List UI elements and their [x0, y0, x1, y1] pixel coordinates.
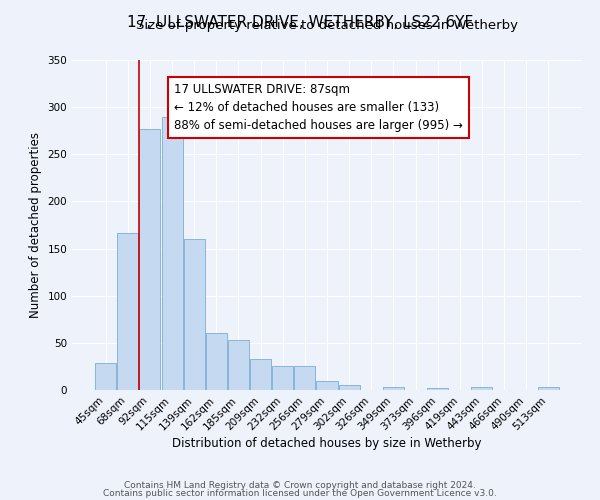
Bar: [139, 129, 160, 390]
Bar: [118, 232, 139, 390]
Bar: [228, 340, 249, 390]
Bar: [184, 239, 205, 390]
Bar: [250, 359, 271, 390]
Y-axis label: Number of detached properties: Number of detached properties: [29, 132, 42, 318]
Text: Contains public sector information licensed under the Open Government Licence v3: Contains public sector information licen…: [103, 488, 497, 498]
Bar: [427, 388, 448, 390]
Bar: [338, 386, 359, 390]
X-axis label: Distribution of detached houses by size in Wetherby: Distribution of detached houses by size …: [172, 438, 482, 450]
Bar: [472, 387, 493, 390]
Bar: [161, 116, 182, 390]
Title: Size of property relative to detached houses in Wetherby: Size of property relative to detached ho…: [136, 20, 518, 32]
Text: Contains HM Land Registry data © Crown copyright and database right 2024.: Contains HM Land Registry data © Crown c…: [124, 481, 476, 490]
Bar: [316, 380, 338, 390]
Bar: [95, 362, 116, 390]
Bar: [295, 366, 316, 390]
Text: 17, ULLSWATER DRIVE, WETHERBY, LS22 6YF: 17, ULLSWATER DRIVE, WETHERBY, LS22 6YF: [127, 15, 473, 30]
Bar: [206, 334, 227, 390]
Bar: [383, 387, 404, 390]
Bar: [538, 387, 559, 390]
Text: 17 ULLSWATER DRIVE: 87sqm
← 12% of detached houses are smaller (133)
88% of semi: 17 ULLSWATER DRIVE: 87sqm ← 12% of detac…: [174, 83, 463, 132]
Bar: [272, 366, 293, 390]
